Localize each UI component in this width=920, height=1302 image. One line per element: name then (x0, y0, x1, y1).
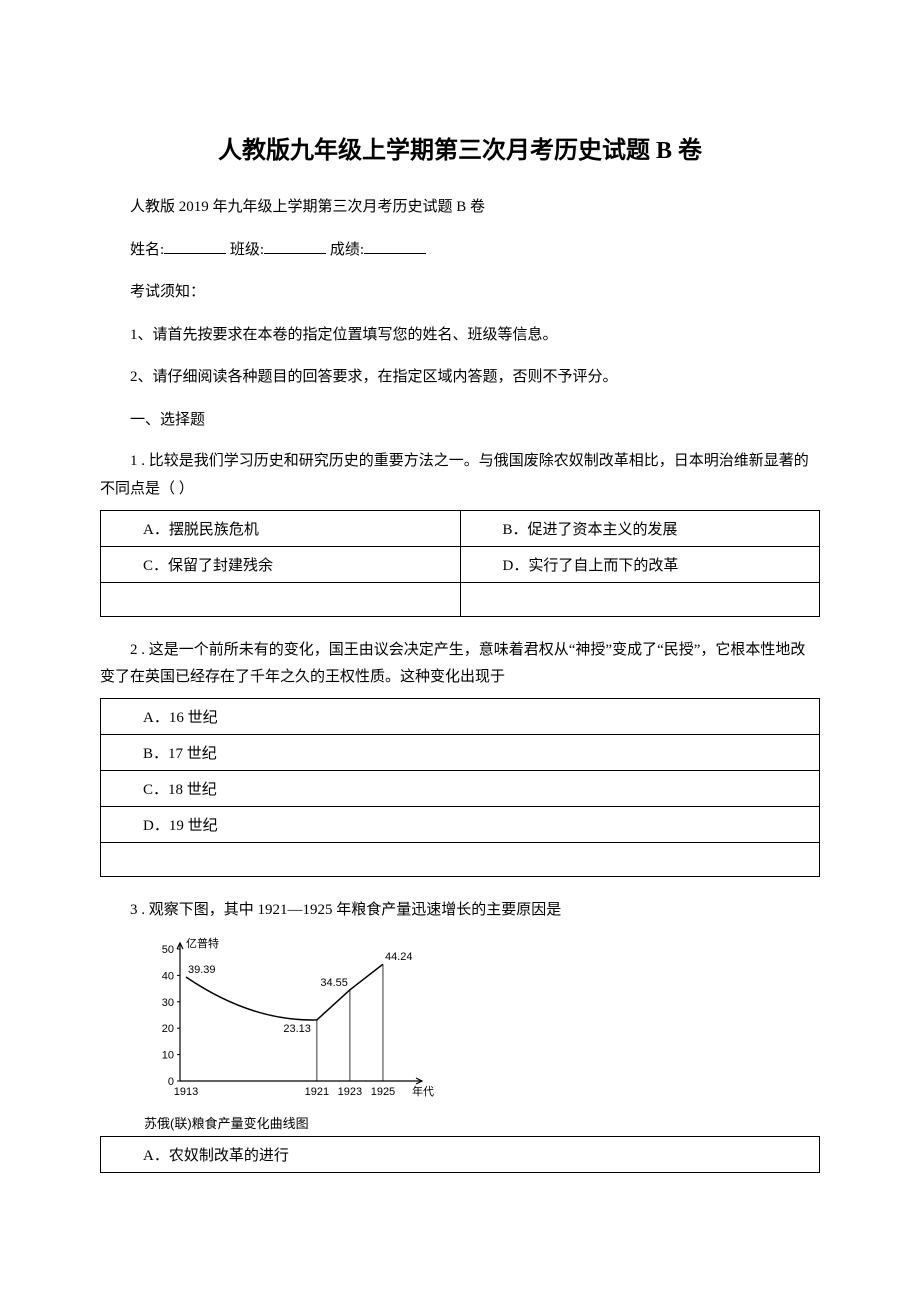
svg-text:23.13: 23.13 (283, 1023, 311, 1035)
score-blank[interactable] (364, 237, 426, 254)
q3-chart-caption: 苏俄(联)粮食产量变化曲线图 (100, 1113, 820, 1132)
q1-option-d[interactable]: D．实行了自上而下的改革 (460, 546, 820, 582)
svg-text:20: 20 (162, 1023, 174, 1035)
q3-chart: 01020304050亿普特年代191319211923192539.3923.… (100, 931, 820, 1107)
svg-text:10: 10 (162, 1049, 174, 1061)
q1-empty-cell (460, 582, 820, 616)
q1-text: 1 . 比较是我们学习历史和研究历史的重要方法之一。与俄国废除农奴制改革相比，日… (100, 448, 820, 504)
name-label: 姓名: (130, 242, 164, 258)
svg-text:1925: 1925 (371, 1086, 395, 1098)
q3-text: 3 . 观察下图，其中 1921—1925 年粮食产量迅速增长的主要原因是 (100, 897, 820, 925)
subtitle: 人教版 2019 年九年级上学期第三次月考历史试题 B 卷 (100, 193, 820, 222)
q2-empty-cell (101, 843, 820, 877)
svg-text:30: 30 (162, 997, 174, 1009)
q2-option-d[interactable]: D．19 世纪 (101, 807, 820, 843)
q2-option-b[interactable]: B．17 世纪 (101, 735, 820, 771)
svg-text:40: 40 (162, 970, 174, 982)
svg-text:1923: 1923 (338, 1086, 362, 1098)
score-label: 成绩: (330, 242, 364, 258)
section-heading: 一、选择题 (100, 406, 820, 435)
svg-text:1921: 1921 (305, 1086, 329, 1098)
svg-text:39.39: 39.39 (188, 964, 216, 976)
q2-options: A．16 世纪 B．17 世纪 C．18 世纪 D．19 世纪 (100, 698, 820, 877)
q3-option-a[interactable]: A．农奴制改革的进行 (101, 1136, 820, 1172)
q1-option-b[interactable]: B．促进了资本主义的发展 (460, 510, 820, 546)
svg-text:50: 50 (162, 944, 174, 956)
name-blank[interactable] (164, 237, 226, 254)
svg-text:亿普特: 亿普特 (186, 936, 219, 950)
q3-options: A．农奴制改革的进行 (100, 1136, 820, 1173)
q1-option-a[interactable]: A．摆脱民族危机 (101, 510, 461, 546)
q1-option-c[interactable]: C．保留了封建残余 (101, 546, 461, 582)
class-label: 班级: (230, 242, 264, 258)
q2-option-c[interactable]: C．18 世纪 (101, 771, 820, 807)
q1-options: A．摆脱民族危机 B．促进了资本主义的发展 C．保留了封建残余 D．实行了自上而… (100, 510, 820, 617)
q2-text: 2 . 这是一个前所未有的变化，国王由议会决定产生，意味着君权从“神授”变成了“… (100, 637, 820, 693)
notice-heading: 考试须知： (100, 278, 820, 307)
svg-text:34.55: 34.55 (320, 977, 348, 989)
q1-empty-cell (101, 582, 461, 616)
svg-text:年代: 年代 (412, 1084, 434, 1098)
grain-production-line-chart: 01020304050亿普特年代191319211923192539.3923.… (144, 935, 444, 1105)
notice-2: 2、请仔细阅读各种题目的回答要求，在指定区域内答题，否则不予评分。 (100, 363, 820, 392)
notice-1: 1、请首先按要求在本卷的指定位置填写您的姓名、班级等信息。 (100, 321, 820, 350)
page-title: 人教版九年级上学期第三次月考历史试题 B 卷 (100, 130, 820, 165)
svg-text:1913: 1913 (174, 1086, 198, 1098)
info-row: 姓名: 班级: 成绩: (100, 236, 820, 265)
svg-text:44.24: 44.24 (385, 951, 413, 963)
class-blank[interactable] (264, 237, 326, 254)
q2-option-a[interactable]: A．16 世纪 (101, 699, 820, 735)
